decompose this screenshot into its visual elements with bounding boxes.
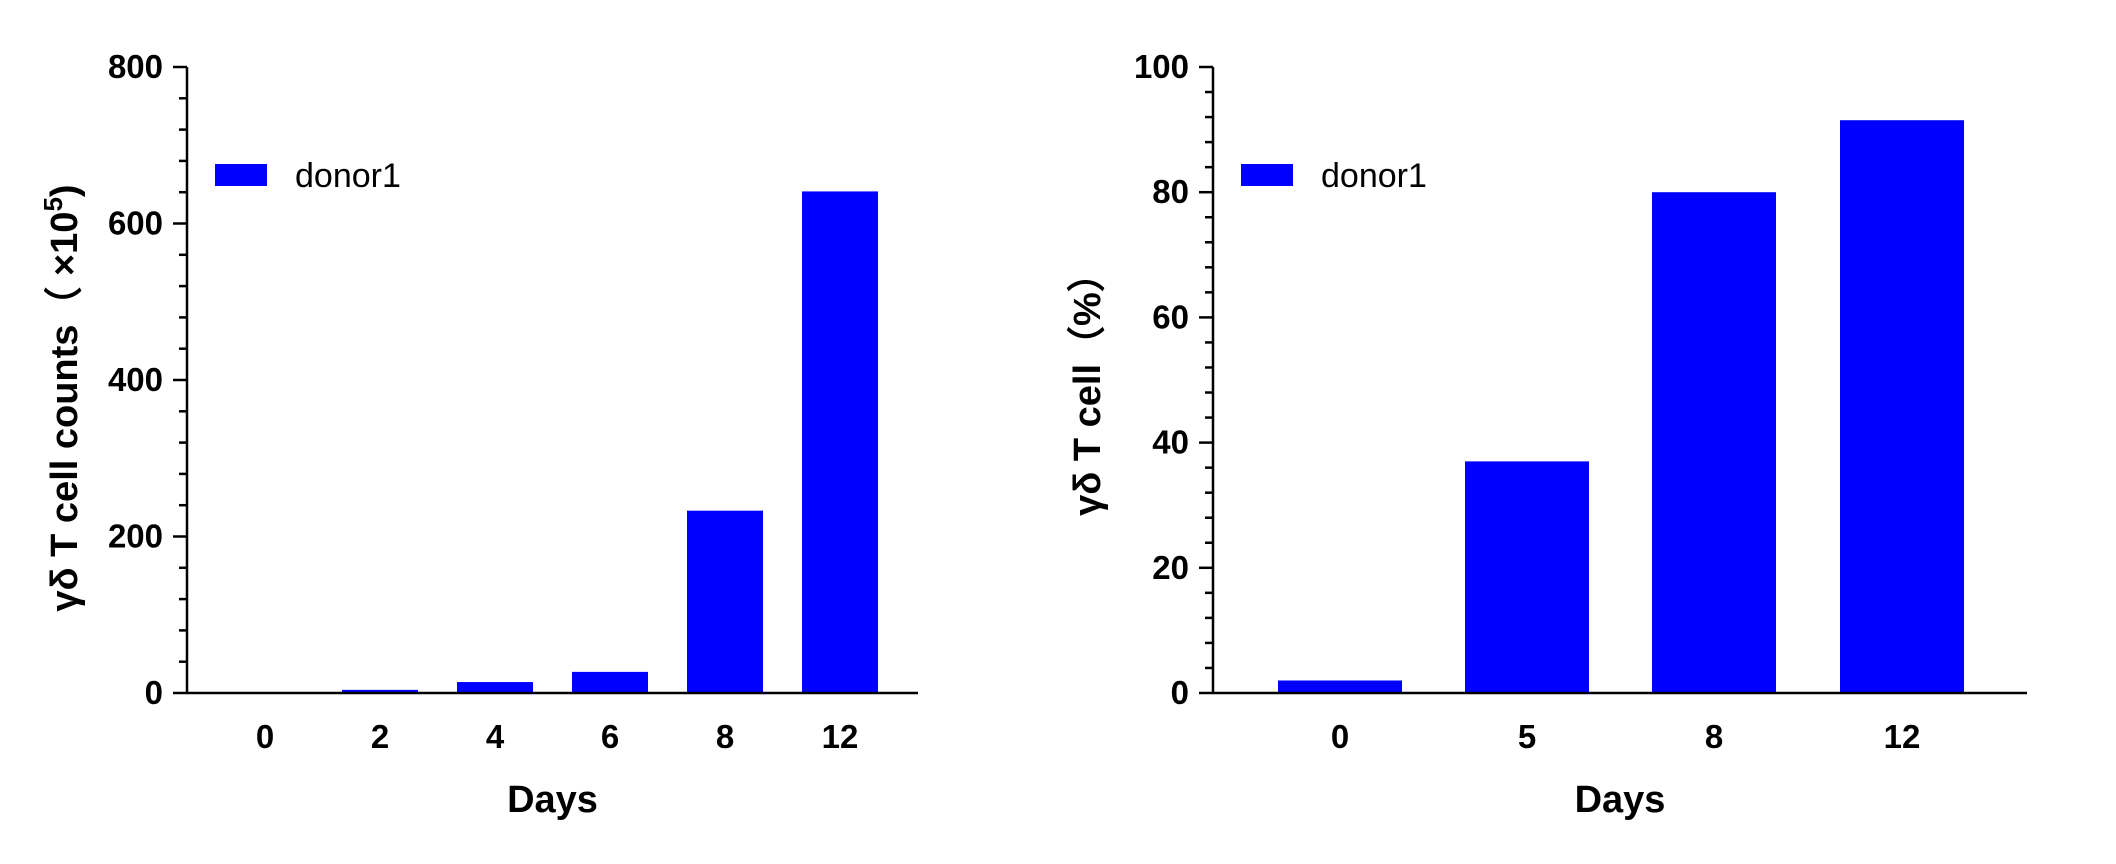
chart-2: 0 20 40 60 80 100 0 5 8 12 Days γδ T cell（%） donor1	[1067, 48, 2027, 821]
y-tick-label: 100	[1134, 48, 1189, 85]
x-tick-label: 6	[601, 718, 619, 755]
x-axis-title: Days	[1575, 779, 1666, 821]
y-tick-label: 20	[1152, 549, 1189, 586]
x-tick-label: 12	[1884, 718, 1921, 755]
y-tick-label: 200	[108, 518, 163, 555]
y-tick-label: 400	[108, 361, 163, 398]
bar-2	[342, 689, 418, 693]
bar-12	[1840, 120, 1964, 693]
y-tick-label: 0	[145, 674, 163, 711]
y-tick-label: 600	[108, 205, 163, 242]
bar-6	[572, 671, 648, 693]
x-tick-label: 5	[1518, 718, 1536, 755]
legend-swatch	[215, 164, 267, 186]
y-tick-label: 80	[1152, 173, 1189, 210]
bar-12	[802, 191, 878, 694]
legend: donor1	[1241, 157, 1427, 195]
legend-label: donor1	[1321, 157, 1427, 195]
x-axis-title: Days	[507, 779, 598, 821]
bar-8	[1652, 192, 1776, 693]
y-axis-title: γδ T cell counts（ ×105)	[38, 184, 86, 611]
legend-label: donor1	[295, 157, 401, 195]
x-tick-label: 2	[371, 718, 389, 755]
legend: donor1	[215, 157, 401, 195]
bar-8	[687, 510, 763, 693]
x-tick-label: 0	[1331, 718, 1349, 755]
y-axis-title: γδ T cell（%）	[1067, 254, 1109, 516]
x-tick-label: 0	[256, 718, 274, 755]
chart-1: 0 200 400 600 800 0 2 4 6 8 12 Days γδ T cell counts…	[38, 48, 918, 821]
y-tick-label: 0	[1171, 674, 1189, 711]
y-tick-label: 800	[108, 48, 163, 85]
x-tick-label: 8	[716, 718, 734, 755]
y-tick-label: 60	[1152, 298, 1189, 335]
x-tick-label: 8	[1705, 718, 1723, 755]
legend-swatch	[1241, 164, 1293, 186]
x-tick-label: 4	[486, 718, 505, 755]
y-tick-label: 40	[1152, 424, 1189, 461]
bar-0	[1278, 680, 1402, 693]
x-tick-label: 12	[822, 718, 859, 755]
bar-4	[457, 682, 533, 693]
bar-5	[1465, 461, 1589, 693]
